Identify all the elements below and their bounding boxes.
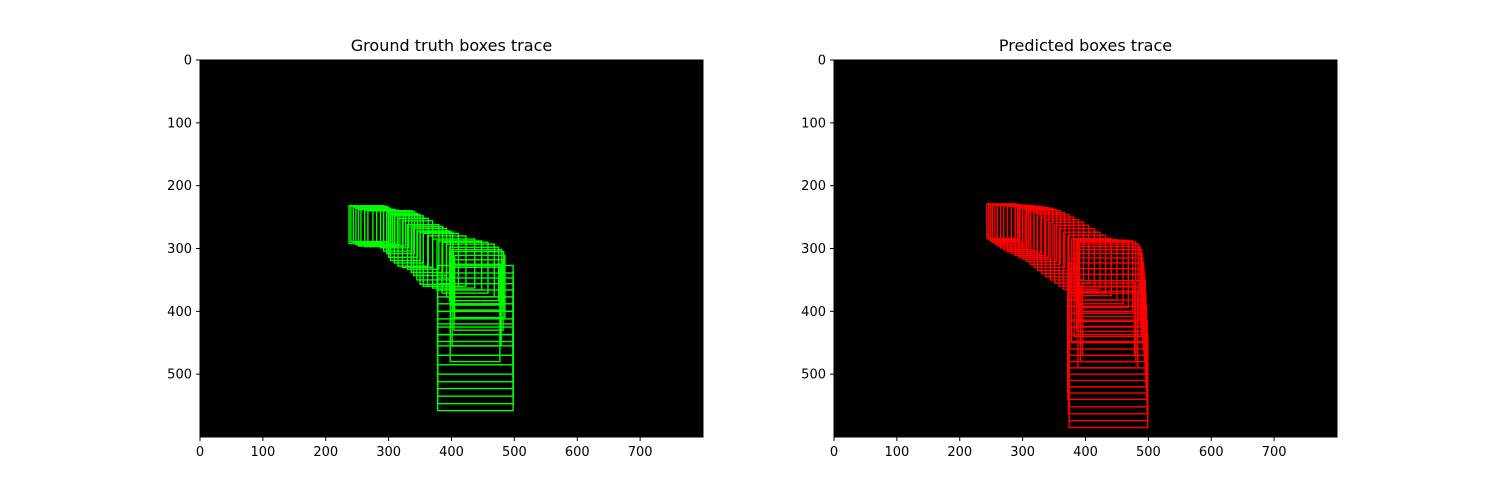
x-tick-label: 500 xyxy=(502,445,527,460)
box-mark xyxy=(1049,221,1085,281)
x-tick-label: 500 xyxy=(1136,445,1161,460)
x-tick-label: 200 xyxy=(313,445,338,460)
y-tick-label: 500 xyxy=(167,368,192,383)
ground-truth-panel: 0 100 200 300 400 500 600 700 0 100 200 300 400 500 Gr… xyxy=(167,36,704,460)
box-mark xyxy=(1033,211,1066,269)
predicted-panel: 0 100 200 300 400 500 600 700 0 100 200 300 400 500 Pr… xyxy=(801,36,1338,460)
y-tick-label: 200 xyxy=(801,179,826,194)
box-mark xyxy=(1068,340,1149,429)
box-mark xyxy=(449,266,501,363)
box-mark xyxy=(1081,282,1136,357)
y-tick-label: 0 xyxy=(818,54,826,69)
boxes-layer xyxy=(348,205,514,412)
x-tick-label: 300 xyxy=(1010,445,1035,460)
box-mark xyxy=(1079,285,1137,363)
x-tick-label: 0 xyxy=(196,445,204,460)
plot-area xyxy=(200,60,703,437)
chart-title: Predicted boxes trace xyxy=(999,36,1172,55)
box-mark xyxy=(1037,213,1070,272)
y-tick-label: 200 xyxy=(167,179,192,194)
box-mark xyxy=(453,259,504,331)
x-tick-label: 400 xyxy=(1073,445,1098,460)
y-tick-label: 300 xyxy=(801,242,826,257)
x-tick-label: 200 xyxy=(947,445,972,460)
x-tick-label: 100 xyxy=(884,445,909,460)
x-tick-label: 100 xyxy=(250,445,275,460)
x-tick-label: 400 xyxy=(439,445,464,460)
x-tick-label: 700 xyxy=(1262,445,1287,460)
x-tick-label: 700 xyxy=(628,445,653,460)
x-tick-label: 600 xyxy=(1199,445,1224,460)
y-tick-label: 400 xyxy=(167,305,192,320)
x-tick-label: 600 xyxy=(565,445,590,460)
x-tick-label: 0 xyxy=(830,445,838,460)
chart-title: Ground truth boxes trace xyxy=(351,36,552,55)
y-tick-label: 400 xyxy=(801,305,826,320)
box-mark xyxy=(436,340,514,412)
box-mark xyxy=(1077,290,1139,369)
y-tick-label: 300 xyxy=(167,242,192,257)
x-tick-label: 300 xyxy=(376,445,401,460)
y-tick-label: 100 xyxy=(167,116,192,131)
boxes-layer xyxy=(986,203,1149,429)
y-tick-label: 500 xyxy=(801,368,826,383)
y-tick-label: 100 xyxy=(801,116,826,131)
y-tick-label: 0 xyxy=(184,54,192,69)
